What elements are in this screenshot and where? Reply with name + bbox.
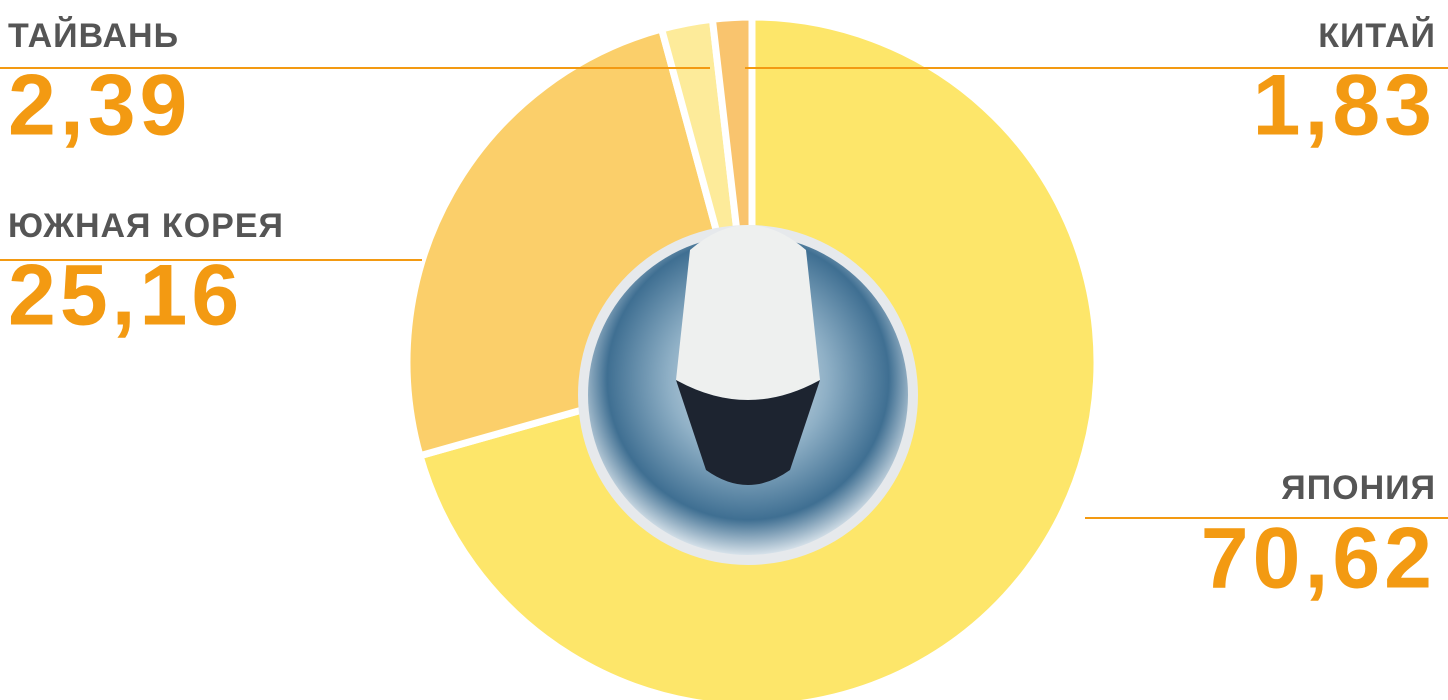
category-label: ТАЙВАНЬ bbox=[8, 16, 179, 55]
value-label: 1,83 bbox=[1253, 58, 1436, 154]
category-label: ЮЖНАЯ КОРЕЯ bbox=[8, 207, 284, 245]
value-label: 2,39 bbox=[8, 58, 191, 154]
category-label: КИТАЙ bbox=[1318, 16, 1436, 55]
ship-tanks bbox=[676, 225, 820, 400]
chart: ЯПОНИЯ 70,62 ЮЖНАЯ КОРЕЯ25,16 ТАЙВАНЬ2,39 КИ… bbox=[0, 0, 1448, 700]
category-label: ЯПОНИЯ bbox=[1281, 469, 1436, 507]
value-label: 25,16 bbox=[8, 248, 243, 344]
center-image bbox=[578, 225, 918, 565]
value-label: 70,62 bbox=[1201, 511, 1436, 607]
